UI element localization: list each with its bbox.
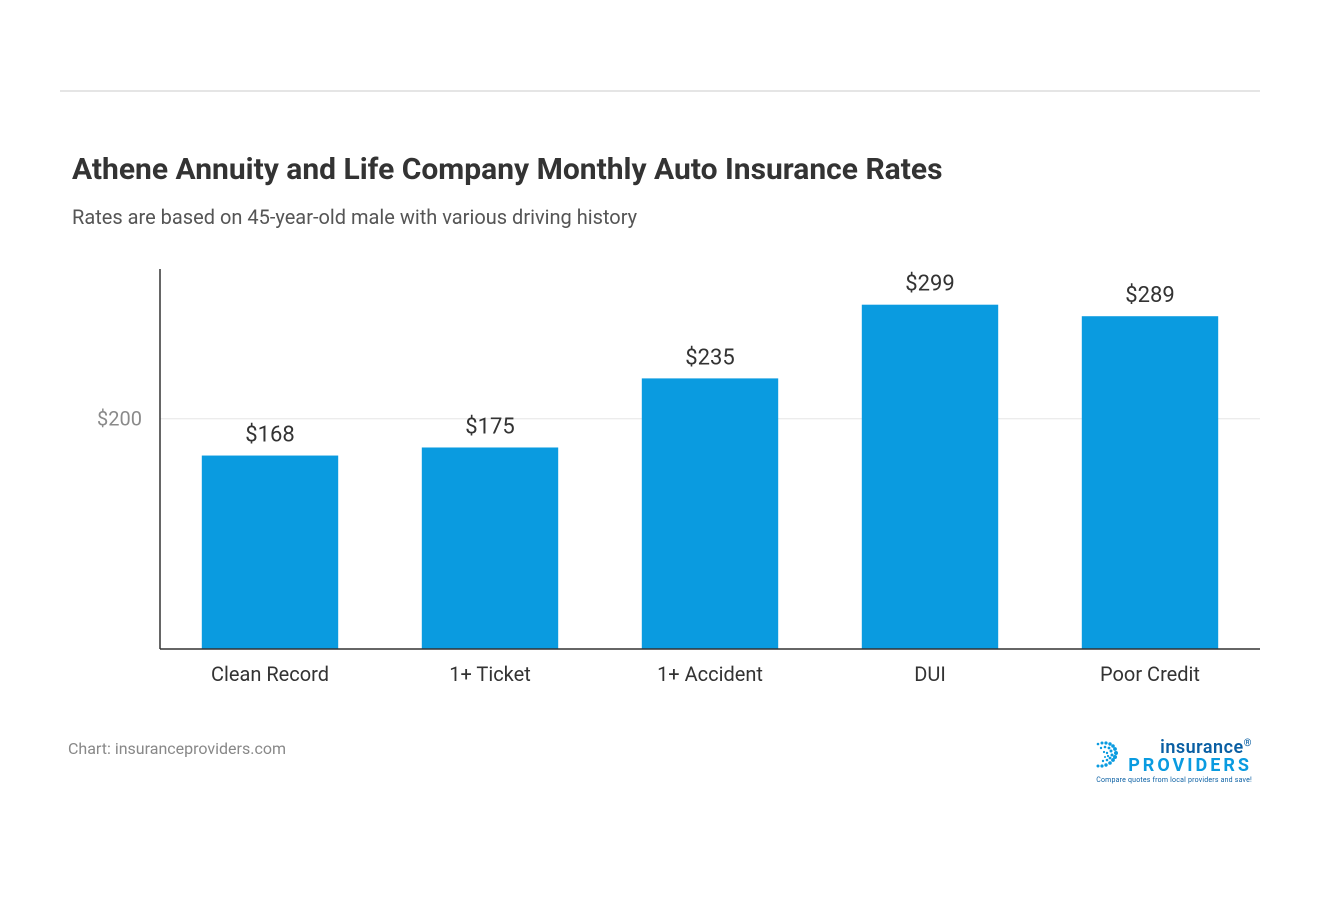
top-divider (60, 90, 1260, 92)
svg-text:DUI: DUI (914, 662, 946, 686)
svg-text:$299: $299 (905, 272, 954, 297)
brand-tagline: Compare quotes from local providers and … (1092, 777, 1252, 784)
svg-text:$289: $289 (1125, 283, 1174, 308)
svg-text:$200: $200 (97, 407, 142, 431)
bar-chart: $200 $168 Clean Record $175 1+ Ticket $235 1+ … (60, 269, 1260, 699)
svg-text:$175: $175 (465, 414, 514, 439)
svg-text:$168: $168 (245, 423, 294, 448)
svg-text:Clean Record: Clean Record (211, 662, 329, 686)
chart-credit: Chart: insuranceproviders.com (68, 739, 286, 758)
chart-footer: Chart: insuranceproviders.com insurance®… (60, 739, 1260, 784)
svg-text:Poor Credit: Poor Credit (1100, 662, 1200, 686)
brand-reg: ® (1244, 738, 1252, 749)
brand-logo: insurance® PROVIDERS Compare quotes from… (1092, 739, 1252, 784)
chart-title: Athene Annuity and Life Company Monthly … (72, 152, 1260, 187)
svg-text:1+ Accident: 1+ Accident (657, 662, 763, 686)
svg-text:1+ Ticket: 1+ Ticket (449, 662, 531, 686)
brand-line2: PROVIDERS (1128, 757, 1252, 775)
svg-text:$235: $235 (685, 345, 734, 370)
chart-area: $200 $168 Clean Record $175 1+ Ticket $235 1+ … (60, 269, 1260, 709)
brand-dots-icon (1092, 740, 1122, 774)
chart-card: Athene Annuity and Life Company Monthly … (0, 0, 1320, 920)
chart-subtitle: Rates are based on 45-year-old male with… (72, 205, 1260, 229)
